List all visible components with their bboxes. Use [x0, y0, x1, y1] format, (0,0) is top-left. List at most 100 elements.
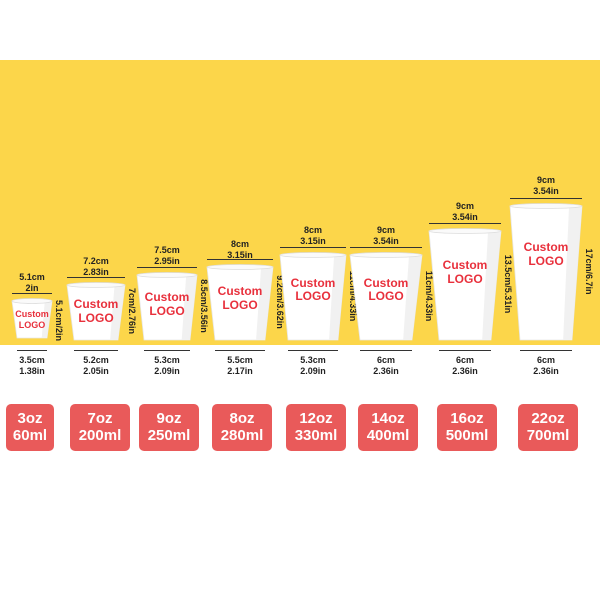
size-badge-8oz: 8oz 280ml [212, 404, 272, 451]
bottom-dimension-line [144, 350, 190, 351]
badge-milliliters: 250ml [147, 427, 191, 444]
cup-shade [110, 285, 125, 340]
cup-shade [329, 255, 346, 340]
cup-22oz: Custom LOGO [509, 203, 583, 341]
badge-milliliters: 330ml [294, 427, 338, 444]
cup-shade [482, 231, 501, 340]
top-dimension-line [67, 277, 125, 278]
bottom-diameter-label: 5.3cm 2.09in [300, 355, 326, 376]
cup-shape [66, 282, 126, 341]
cup-shade [256, 267, 273, 340]
bottom-dimension-line [439, 350, 491, 351]
top-diameter-label: 7.2cm 2.83in [83, 256, 109, 277]
custom-logo-text: Custom LOGO [12, 309, 52, 330]
size-badge-14oz: 14oz 400ml [358, 404, 418, 451]
bottom-dimension-line [17, 350, 47, 351]
top-dimension-line [12, 293, 52, 294]
bottom-dimension-line [520, 350, 572, 351]
badge-ounces: 3oz [17, 410, 43, 427]
top-diameter-label: 7.5cm 2.95in [154, 245, 180, 266]
logo-line-2: LOGO [295, 289, 331, 304]
size-badge-12oz: 12oz 330ml [286, 404, 346, 451]
bottom-diameter-label: 6cm 2.36in [452, 355, 478, 376]
bottom-diameter-label: 3.5cm 1.38in [19, 355, 45, 376]
cup-shade [181, 275, 197, 340]
custom-logo-text: Custom LOGO [207, 284, 273, 313]
logo-line-2: LOGO [528, 254, 564, 269]
top-dimension-line [429, 223, 501, 224]
cup-shape [349, 252, 423, 341]
bottom-diameter-label: 5.3cm 2.09in [154, 355, 180, 376]
custom-logo-text: Custom LOGO [350, 275, 422, 305]
height-label: 7cm/2.76in [127, 287, 137, 335]
logo-line-2: LOGO [78, 311, 114, 326]
size-badge-16oz: 16oz 500ml [437, 404, 497, 451]
top-diameter-label: 9cm 3.54in [452, 201, 478, 222]
cup-8oz: Custom LOGO [206, 264, 274, 341]
height-label: 5.1cm/2in [54, 300, 64, 342]
top-dimension-line [207, 259, 273, 260]
cup-rim [11, 298, 53, 304]
cup-shape [509, 203, 583, 341]
top-dimension-line [510, 198, 582, 199]
badge-ounces: 16oz [450, 410, 484, 427]
cup-shade [563, 206, 582, 340]
size-badge-7oz: 7oz 200ml [70, 404, 130, 451]
bottom-dimension-line [74, 350, 118, 351]
logo-line-2: LOGO [18, 319, 46, 330]
bottom-dimension-line [360, 350, 412, 351]
badge-milliliters: 60ml [12, 427, 48, 444]
badge-ounces: 8oz [229, 410, 255, 427]
custom-logo-text: Custom LOGO [429, 258, 501, 287]
height-label: 17cm/6.7in [584, 248, 594, 295]
badge-milliliters: 700ml [526, 427, 570, 444]
top-diameter-label: 5.1cm 2in [19, 272, 45, 293]
bottom-diameter-label: 6cm 2.36in [373, 355, 399, 376]
bottom-diameter-label: 5.2cm 2.05in [83, 355, 109, 376]
cup-rim [349, 252, 423, 258]
badge-milliliters: 200ml [78, 427, 122, 444]
cup-14oz: Custom LOGO [349, 252, 423, 341]
white-background [0, 345, 600, 600]
cup-rim [136, 272, 198, 278]
logo-line-1: Custom [363, 275, 409, 290]
badge-ounces: 7oz [87, 410, 113, 427]
custom-logo-text: Custom LOGO [137, 290, 197, 319]
bottom-diameter-label: 5.5cm 2.17in [227, 355, 253, 376]
logo-line-1: Custom [15, 309, 49, 320]
cup-rim [66, 282, 126, 288]
badge-ounces: 22oz [531, 410, 565, 427]
bottom-diameter-label: 6cm 2.36in [533, 355, 559, 376]
bottom-dimension-line [215, 350, 265, 351]
logo-line-1: Custom [290, 275, 336, 290]
badge-milliliters: 280ml [220, 427, 264, 444]
top-diameter-label: 8cm 3.15in [227, 239, 253, 260]
logo-line-2: LOGO [368, 289, 404, 304]
size-badge-22oz: 22oz 700ml [518, 404, 578, 451]
cup-shade [41, 301, 52, 338]
logo-line-2: LOGO [149, 303, 185, 318]
badge-ounces: 12oz [299, 410, 333, 427]
size-badge-3oz: 3oz 60ml [6, 404, 54, 451]
custom-logo-text: Custom LOGO [510, 240, 582, 269]
logo-line-1: Custom [217, 284, 263, 299]
badge-ounces: 9oz [156, 410, 182, 427]
bottom-dimension-line [288, 350, 338, 351]
logo-line-1: Custom [144, 290, 190, 305]
cup-rim [279, 252, 347, 258]
cup-rim [428, 228, 502, 234]
cup-shape [206, 264, 274, 341]
logo-line-1: Custom [442, 258, 488, 273]
badge-milliliters: 400ml [366, 427, 410, 444]
cup-shade [403, 255, 422, 340]
logo-line-1: Custom [73, 297, 119, 312]
cup-9oz: Custom LOGO [136, 272, 198, 341]
cup-rim [206, 264, 274, 270]
cup-3oz: Custom LOGO [11, 298, 53, 339]
logo-line-2: LOGO [447, 272, 483, 287]
top-diameter-label: 9cm 3.54in [533, 175, 559, 196]
cup-16oz: Custom LOGO [428, 228, 502, 341]
top-diameter-label: 8cm 3.15in [300, 225, 326, 246]
cup-shape [279, 252, 347, 341]
logo-line-2: LOGO [222, 298, 258, 313]
